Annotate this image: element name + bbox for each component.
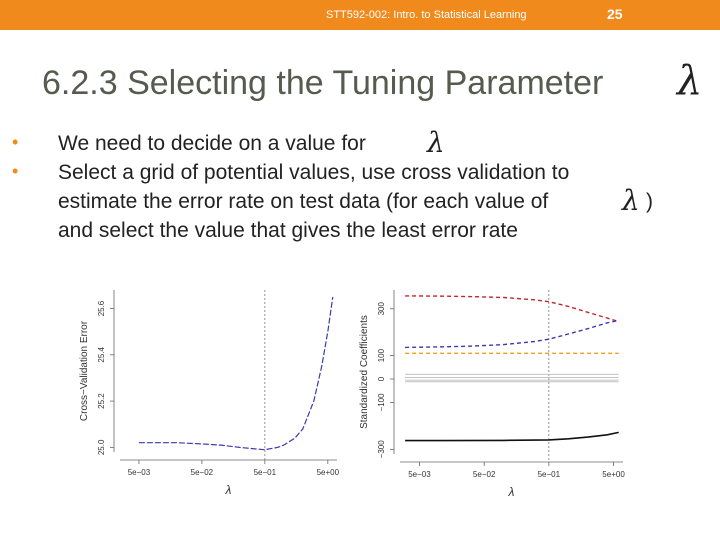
y-tick-label: −300: [377, 440, 386, 459]
bullet-continuation: estimate the error rate on test data (fo…: [12, 184, 712, 219]
bullet-dot-icon: •: [12, 132, 19, 152]
slide-title: 6.2.3 Selecting the Tuning Parameter: [42, 64, 604, 102]
course-title: STT592-002: Intro. to Statistical Learni…: [326, 9, 527, 21]
y-tick-label: −100: [377, 393, 386, 412]
bullet-text: and select the value that gives the leas…: [58, 219, 518, 242]
y-axis-label: Cross−Validation Error: [79, 320, 90, 421]
page-number: 25: [607, 6, 623, 22]
x-tick-label: 5e+00: [317, 468, 340, 477]
bullet-item: • We need to decide on a value for λ: [12, 126, 712, 161]
x-tick-label: 5e−03: [408, 470, 431, 479]
inline-lambda-symbol: λ: [427, 126, 445, 159]
x-tick-label: 5e+00: [602, 470, 625, 479]
header-bar: STT592-002: Intro. to Statistical Learni…: [0, 0, 720, 30]
x-axis-label: λ: [508, 485, 515, 499]
series-line: [405, 431, 619, 442]
close-paren: ): [646, 190, 653, 213]
coefficients-chart: −300 −100 0 100 300 5e−03 5e−02 5e−01 5e+00 λ Stan…: [359, 290, 625, 499]
x-tick-label: 5e−02: [191, 468, 214, 477]
y-tick-label: 25.0: [97, 439, 106, 455]
bullet-text: Select a grid of potential values, use c…: [58, 161, 570, 184]
series-line: [405, 295, 619, 323]
bullet-dot-icon: •: [12, 161, 19, 181]
y-axis-label: Standardized Coefficients: [359, 315, 370, 429]
x-tick-label: 5e−03: [128, 468, 151, 477]
cv-error-chart: 25.0 25.2 25.4 25.6 5e−03 5e−02 5e−01 5e+00 λ Cro…: [79, 290, 340, 497]
y-tick-label: 100: [377, 348, 386, 362]
series-line: [405, 319, 619, 349]
bullet-text: estimate the error rate on test data (fo…: [58, 190, 549, 213]
bullet-item: • Select a grid of potential values, use…: [12, 161, 712, 190]
series-line: [138, 296, 334, 451]
bullet-continuation: and select the value that gives the leas…: [12, 219, 712, 248]
y-tick-label: 25.2: [97, 393, 106, 409]
title-lambda-symbol: λ: [677, 58, 703, 104]
y-tick-label: 25.4: [97, 346, 106, 362]
bullet-list: • We need to decide on a value for λ • S…: [12, 126, 712, 248]
y-tick-label: 300: [377, 302, 386, 316]
bullet-text: We need to decide on a value for: [58, 132, 366, 155]
x-tick-label: 5e−02: [473, 470, 496, 479]
x-tick-label: 5e−01: [538, 470, 561, 479]
x-axis-label: λ: [225, 483, 232, 497]
y-tick-label: 0: [377, 376, 386, 381]
y-tick-label: 25.6: [97, 300, 106, 316]
inline-lambda-symbol: λ: [622, 184, 640, 217]
x-tick-label: 5e−01: [254, 468, 277, 477]
